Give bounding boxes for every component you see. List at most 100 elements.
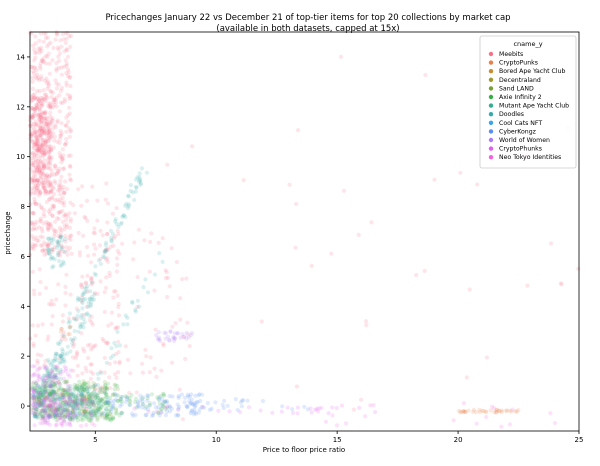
data-point [67, 75, 72, 80]
data-point [44, 391, 49, 396]
data-point [60, 391, 65, 397]
data-point [91, 297, 97, 302]
legend-marker [488, 86, 494, 91]
data-point [46, 415, 51, 420]
data-point [37, 149, 43, 154]
chart-subtitle: (available in both datasets, capped at 1… [216, 24, 399, 34]
data-point [30, 162, 35, 167]
data-point [59, 326, 64, 332]
data-point [89, 401, 94, 406]
data-point [29, 115, 34, 120]
data-point [37, 97, 42, 102]
data-point [351, 407, 356, 412]
data-point [87, 404, 92, 409]
data-point [82, 409, 87, 414]
data-point [49, 391, 54, 396]
data-point [34, 400, 39, 405]
data-point [43, 109, 48, 114]
data-point [84, 401, 89, 406]
data-point [70, 408, 75, 413]
data-point [146, 409, 151, 414]
data-point [105, 247, 110, 252]
data-point [51, 413, 56, 418]
data-point [52, 138, 57, 143]
data-point [35, 141, 40, 146]
data-point [30, 381, 36, 386]
data-point [88, 411, 93, 416]
data-point [53, 400, 59, 405]
data-point [119, 402, 124, 407]
data-point [46, 135, 51, 140]
data-point [92, 411, 97, 416]
data-point [116, 370, 121, 375]
data-point [101, 411, 106, 416]
data-point [151, 410, 156, 415]
data-point [34, 169, 39, 174]
data-point [66, 409, 71, 415]
data-point [60, 187, 65, 192]
data-point [54, 66, 59, 71]
data-point [30, 155, 35, 160]
data-point [62, 249, 67, 254]
data-point [86, 418, 92, 423]
data-point [60, 409, 65, 414]
data-point [32, 142, 38, 147]
data-point [49, 375, 54, 380]
data-point [65, 408, 70, 413]
data-point [28, 177, 34, 182]
data-point [59, 416, 64, 421]
data-point [38, 416, 44, 421]
data-point [110, 416, 115, 421]
data-point [79, 392, 85, 397]
data-point [40, 375, 45, 380]
data-point [57, 185, 62, 190]
data-point [85, 273, 90, 278]
data-point [34, 121, 39, 126]
data-point [77, 297, 82, 302]
data-point [89, 403, 94, 408]
data-point [159, 406, 164, 412]
data-point [103, 391, 108, 396]
data-point [48, 131, 53, 136]
data-point [56, 252, 61, 257]
data-point [74, 383, 79, 388]
data-point [37, 377, 42, 382]
data-point [189, 409, 194, 414]
data-point [143, 406, 148, 411]
data-point [245, 398, 250, 403]
data-point [92, 387, 97, 392]
data-point [42, 147, 47, 152]
data-point [153, 405, 159, 410]
data-point [109, 405, 114, 410]
data-point [48, 379, 54, 384]
data-point [68, 95, 73, 100]
data-point [64, 186, 70, 192]
data-point [182, 334, 187, 339]
data-point [81, 409, 86, 415]
data-point [40, 409, 45, 415]
data-point [37, 106, 42, 111]
data-point [54, 95, 59, 100]
data-point [89, 417, 94, 422]
data-point [47, 407, 53, 412]
data-point [51, 405, 56, 410]
data-point [60, 423, 65, 428]
data-point [241, 398, 246, 403]
data-point [176, 395, 181, 400]
data-point [55, 364, 60, 369]
data-point [46, 222, 51, 227]
data-point [326, 411, 331, 416]
data-point [51, 374, 56, 379]
data-point [46, 158, 51, 163]
data-point [63, 413, 68, 418]
data-point [41, 39, 46, 44]
data-point [175, 412, 180, 417]
data-point [37, 123, 43, 128]
data-point [34, 167, 40, 172]
data-point [36, 147, 41, 152]
data-point [50, 404, 55, 409]
data-point [65, 92, 70, 97]
data-point [69, 413, 74, 418]
data-point [507, 408, 512, 413]
